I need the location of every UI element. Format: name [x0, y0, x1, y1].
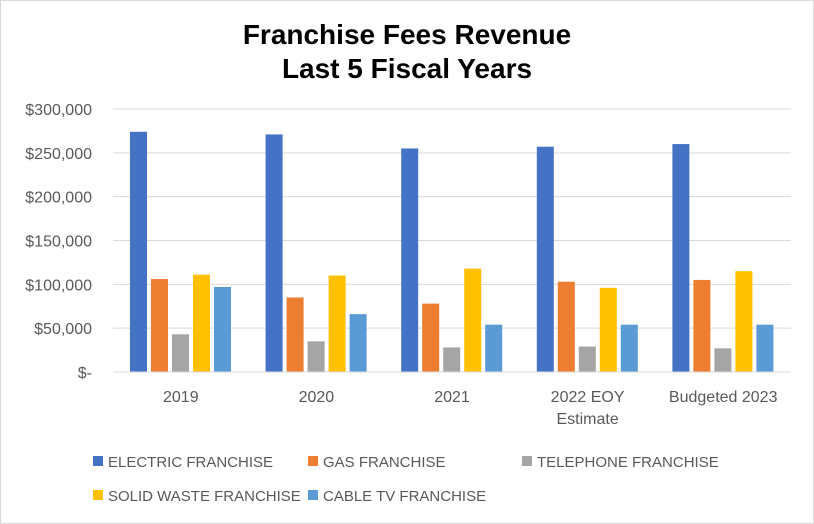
legend-item-electric-franchise: ELECTRIC FRANCHISE [93, 454, 273, 471]
bar-gas-franchise-3 [557, 281, 575, 372]
y-tick-label: $- [78, 365, 92, 382]
legend-item-telephone-franchise: TELEPHONE FRANCHISE [522, 454, 719, 471]
bar-telephone-franchise-4 [714, 348, 732, 372]
x-category-label: 2021 [434, 389, 470, 406]
bar-solid-waste-franchise-3 [599, 287, 617, 372]
bar-solid-waste-franchise-0 [193, 274, 210, 372]
legend-swatch [308, 456, 318, 466]
bar-cable-tv-franchise-2 [485, 324, 503, 372]
bar-solid-waste-franchise-1 [328, 275, 346, 372]
legend-swatch [93, 456, 103, 466]
legend-label: ELECTRIC FRANCHISE [108, 454, 273, 471]
y-tick-label: $50,000 [34, 321, 92, 338]
chart-title-line-2: Last 5 Fiscal Years [282, 53, 532, 84]
legend-swatch [93, 490, 103, 500]
bar-telephone-franchise-0 [172, 334, 189, 372]
bar-electric-franchise-4 [672, 144, 690, 372]
y-tick-label: $100,000 [25, 277, 92, 294]
legend-label: GAS FRANCHISE [323, 454, 446, 471]
x-axis-category-labels: 2019 2020 2021 2022 EOY Estimate Budgeted 202… [163, 389, 778, 428]
legend-item-gas-franchise: GAS FRANCHISE [308, 454, 446, 471]
bar-cable-tv-franchise-4 [756, 324, 774, 372]
bars [130, 131, 774, 372]
legend-item-solid-waste-franchise: SOLID WASTE FRANCHISE [93, 488, 301, 505]
bar-cable-tv-franchise-1 [349, 314, 367, 372]
x-category-label: 2020 [299, 389, 335, 406]
bar-electric-franchise-3 [536, 146, 554, 372]
legend-swatch [308, 490, 318, 500]
bar-gas-franchise-4 [693, 279, 711, 372]
y-tick-label: $150,000 [25, 234, 92, 251]
bar-gas-franchise-1 [286, 297, 304, 372]
bar-gas-franchise-2 [422, 303, 440, 372]
legend-label: TELEPHONE FRANCHISE [537, 454, 719, 471]
chart-title-line-1: Franchise Fees Revenue [243, 19, 571, 50]
legend-label: CABLE TV FRANCHISE [323, 488, 486, 505]
y-tick-label: $200,000 [25, 190, 92, 207]
y-tick-label: $300,000 [25, 102, 92, 119]
bar-cable-tv-franchise-3 [620, 324, 638, 372]
legend: ELECTRIC FRANCHISE GAS FRANCHISE TELEPHONE… [93, 454, 719, 505]
bar-telephone-franchise-2 [443, 347, 461, 372]
bar-gas-franchise-0 [151, 279, 168, 372]
legend-label: SOLID WASTE FRANCHISE [108, 488, 301, 505]
x-category-label: Estimate [556, 411, 618, 428]
bar-solid-waste-franchise-4 [735, 271, 753, 372]
bar-electric-franchise-1 [265, 134, 283, 372]
x-category-label: Budgeted 2023 [669, 389, 778, 406]
bar-cable-tv-franchise-0 [214, 286, 231, 372]
y-axis-tick-labels: $- $50,000 $100,000 $150,000 $200,000 $250,00… [25, 102, 92, 382]
bar-electric-franchise-2 [401, 148, 419, 372]
bar-electric-franchise-0 [130, 131, 147, 372]
x-category-label: 2019 [163, 389, 199, 406]
legend-swatch [522, 456, 532, 466]
bar-telephone-franchise-1 [307, 341, 325, 372]
bar-telephone-franchise-3 [578, 346, 596, 372]
x-category-label: 2022 EOY [551, 389, 625, 406]
bar-solid-waste-franchise-2 [464, 268, 482, 372]
legend-item-cable-tv-franchise: CABLE TV FRANCHISE [308, 488, 486, 505]
y-tick-label: $250,000 [25, 146, 92, 163]
